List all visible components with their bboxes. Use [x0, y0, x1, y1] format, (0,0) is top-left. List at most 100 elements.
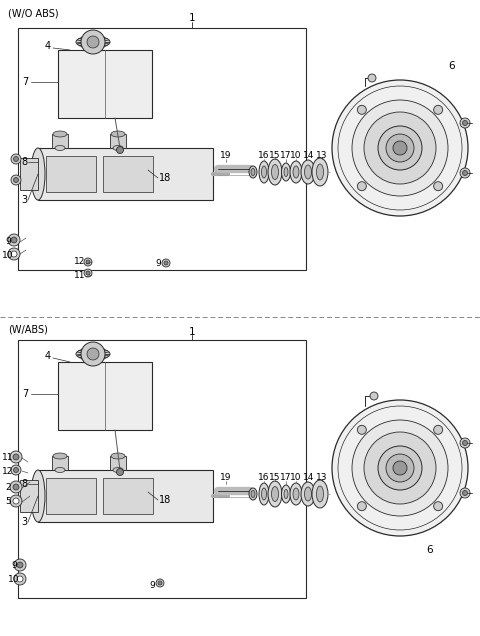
Circle shape: [364, 112, 436, 184]
Text: (W/O ABS): (W/O ABS): [8, 9, 59, 19]
Ellipse shape: [31, 148, 45, 200]
Circle shape: [386, 454, 414, 482]
Circle shape: [86, 271, 90, 275]
Circle shape: [11, 154, 21, 164]
Circle shape: [164, 261, 168, 265]
Circle shape: [17, 562, 23, 568]
Circle shape: [460, 488, 470, 498]
Circle shape: [460, 118, 470, 128]
Ellipse shape: [76, 36, 110, 48]
Ellipse shape: [251, 490, 255, 497]
Ellipse shape: [272, 487, 278, 502]
Ellipse shape: [111, 131, 125, 137]
Ellipse shape: [281, 485, 290, 503]
Circle shape: [81, 30, 105, 54]
Circle shape: [10, 451, 22, 463]
Circle shape: [352, 100, 448, 196]
Circle shape: [10, 481, 22, 493]
Circle shape: [156, 579, 164, 587]
Circle shape: [352, 420, 448, 516]
Text: 13: 13: [316, 151, 328, 160]
Ellipse shape: [55, 146, 65, 151]
Circle shape: [81, 342, 105, 366]
Text: 6: 6: [449, 61, 456, 71]
Text: 16: 16: [258, 151, 270, 160]
Text: 17: 17: [280, 151, 292, 160]
Ellipse shape: [284, 167, 288, 177]
Circle shape: [13, 156, 19, 162]
Text: 9: 9: [5, 237, 11, 247]
Text: 3: 3: [21, 195, 27, 205]
Circle shape: [86, 260, 90, 264]
Ellipse shape: [31, 470, 45, 522]
Text: 18: 18: [159, 495, 171, 505]
Text: 7: 7: [22, 389, 28, 399]
Bar: [18, 340, 306, 598]
Text: 10: 10: [290, 473, 302, 481]
Text: 1: 1: [189, 13, 195, 23]
Circle shape: [357, 502, 366, 511]
Text: 5: 5: [5, 497, 11, 506]
Circle shape: [84, 269, 92, 277]
Text: 11: 11: [74, 270, 86, 279]
Bar: [38, 470, 213, 522]
Ellipse shape: [304, 487, 312, 501]
Ellipse shape: [249, 488, 257, 500]
Text: 8: 8: [21, 157, 27, 167]
Text: 15: 15: [269, 473, 281, 481]
Circle shape: [11, 251, 17, 257]
Circle shape: [463, 441, 468, 445]
Ellipse shape: [316, 486, 324, 502]
Bar: [20, 158, 38, 190]
Text: 6: 6: [427, 545, 433, 555]
Ellipse shape: [312, 158, 328, 186]
Bar: [38, 148, 213, 200]
Circle shape: [357, 425, 366, 434]
Ellipse shape: [268, 481, 282, 507]
Ellipse shape: [262, 166, 266, 178]
Circle shape: [8, 234, 20, 246]
Text: 15: 15: [269, 151, 281, 160]
Ellipse shape: [113, 146, 123, 151]
Circle shape: [434, 106, 443, 114]
Circle shape: [87, 348, 99, 360]
Text: 1: 1: [189, 327, 195, 337]
Circle shape: [463, 170, 468, 176]
Ellipse shape: [293, 166, 299, 178]
Circle shape: [332, 400, 468, 536]
Circle shape: [370, 392, 378, 400]
Bar: [103, 156, 153, 192]
Ellipse shape: [262, 488, 266, 500]
Text: 10: 10: [2, 251, 14, 259]
Text: 14: 14: [303, 151, 315, 160]
Bar: [46, 156, 96, 192]
Ellipse shape: [53, 131, 67, 137]
Ellipse shape: [249, 166, 257, 178]
Circle shape: [117, 469, 123, 476]
Bar: [46, 478, 96, 514]
Text: 10: 10: [290, 151, 302, 160]
Text: 4: 4: [45, 351, 51, 361]
Text: 9: 9: [155, 258, 161, 268]
Text: 12: 12: [2, 466, 14, 476]
Circle shape: [357, 182, 366, 191]
Circle shape: [11, 465, 21, 475]
Circle shape: [434, 425, 443, 434]
Ellipse shape: [312, 480, 328, 508]
Circle shape: [11, 175, 21, 185]
Text: 19: 19: [220, 151, 232, 160]
Ellipse shape: [301, 482, 315, 506]
Circle shape: [368, 74, 376, 82]
Circle shape: [460, 168, 470, 178]
Circle shape: [13, 177, 19, 183]
Text: 13: 13: [316, 473, 328, 481]
Circle shape: [393, 461, 407, 475]
Text: (W/ABS): (W/ABS): [8, 325, 48, 335]
Text: 3: 3: [21, 517, 27, 527]
Ellipse shape: [281, 163, 290, 181]
Circle shape: [158, 581, 162, 585]
Bar: [20, 480, 38, 512]
Text: 17: 17: [280, 473, 292, 481]
Ellipse shape: [259, 483, 269, 505]
Circle shape: [14, 573, 26, 585]
